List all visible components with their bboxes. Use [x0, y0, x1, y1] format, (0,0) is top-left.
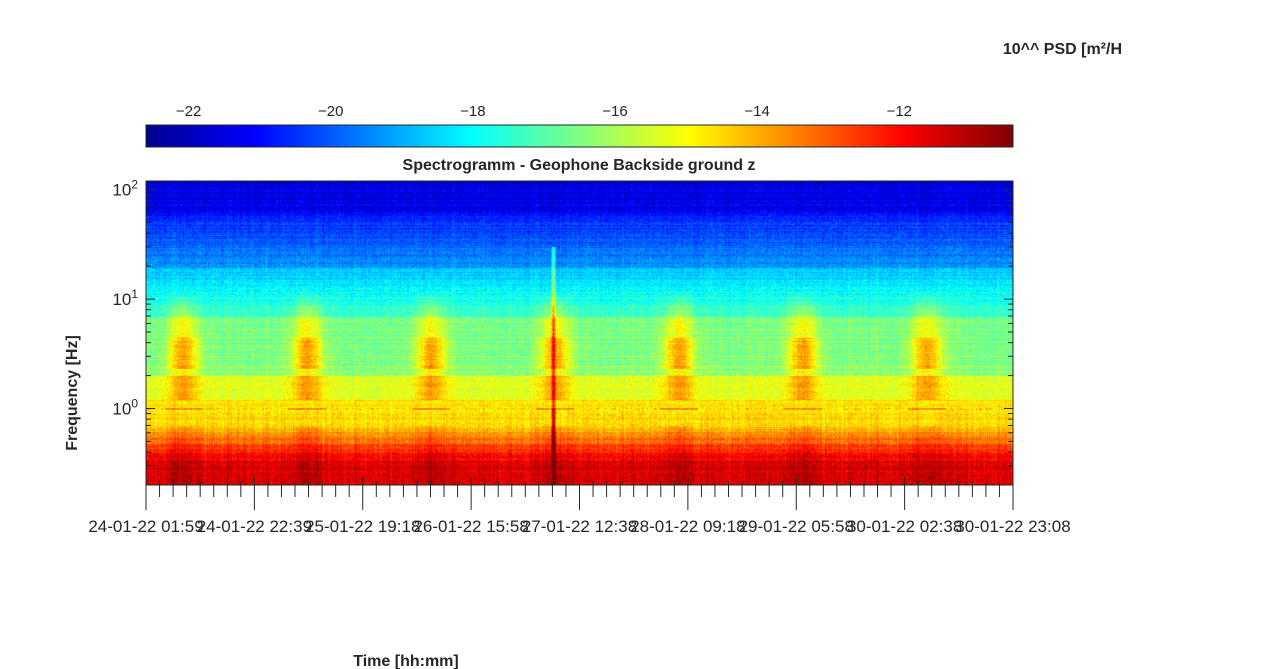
y-tick-exponent: 1: [131, 287, 138, 301]
colorbar: [145, 124, 1014, 148]
y-axis-label: Frequency [Hz]: [64, 335, 81, 451]
colorbar-tick-label: −16: [602, 103, 627, 120]
x-tick-label: 24-01-22 22:39: [197, 517, 312, 536]
y-tick-label: 102: [112, 178, 138, 200]
colorbar-tick-label: −14: [744, 103, 769, 120]
colorbar-label: 10^^ PSD [m²/H: [1003, 41, 1122, 58]
y-tick-base: 10: [112, 181, 131, 200]
x-tick-label: 29-01-22 05:58: [739, 517, 854, 536]
colorbar-tick-label: −20: [318, 103, 343, 120]
y-tick-exponent: 0: [131, 397, 138, 411]
y-tick-label: 101: [112, 287, 138, 309]
spectrogram-heatmap: [146, 181, 1013, 485]
x-tick-label: 30-01-22 02:38: [847, 517, 962, 536]
colorbar-tick-label: −22: [176, 103, 201, 120]
x-tick-label: 26-01-22 15:58: [413, 517, 528, 536]
x-tick-label: 27-01-22 12:38: [522, 517, 637, 536]
x-axis-label: Time [hh:mm]: [353, 653, 458, 669]
spectrogram-plot: [145, 180, 1014, 486]
y-tick-base: 10: [112, 400, 131, 419]
x-tick-label: 30-01-22 23:08: [955, 517, 1070, 536]
x-tick-label: 24-01-22 01:59: [88, 517, 203, 536]
y-tick-base: 10: [112, 290, 131, 309]
chart-title: Spectrogramm - Geophone Backside ground …: [403, 157, 756, 174]
colorbar-tick-label: −12: [887, 103, 912, 120]
x-tick-label: 28-01-22 09:18: [630, 517, 745, 536]
colorbar-tick-label: −18: [460, 103, 485, 120]
y-tick-exponent: 2: [131, 178, 138, 192]
x-tick-label: 25-01-22 19:18: [305, 517, 420, 536]
y-tick-label: 100: [112, 397, 138, 419]
